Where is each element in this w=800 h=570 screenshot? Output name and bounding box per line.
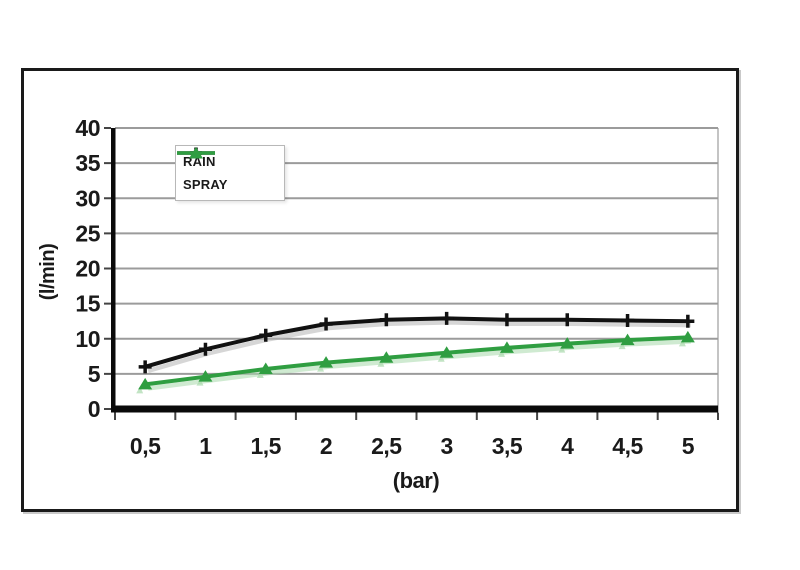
x-tick-label: 2 (320, 433, 332, 459)
x-tick-label: 5 (682, 433, 695, 459)
legend: RAIN SPRAY (175, 145, 285, 201)
y-tick-label: 30 (75, 185, 100, 211)
x-tick-label: 2,5 (371, 433, 402, 459)
x-axis-title: (bar) (392, 468, 440, 493)
y-tick-label: 15 (75, 291, 100, 317)
rain-marker (138, 360, 152, 374)
x-tick-label: 1 (199, 433, 212, 459)
x-axis-line (111, 405, 718, 413)
spray-marker-shadow (256, 370, 264, 378)
y-tick-label: 10 (75, 326, 100, 352)
spray-marker (620, 333, 635, 346)
rain-marker (621, 313, 635, 327)
x-tick-label: 3 (441, 433, 453, 459)
rain-marker (560, 313, 574, 327)
legend-label-spray: SPRAY (183, 177, 228, 192)
y-tick-label: 5 (88, 361, 101, 387)
rain-line-shadow (147, 320, 691, 374)
rain-marker (259, 328, 273, 342)
y-axis-title: (l/min) (37, 243, 59, 301)
spray-marker (138, 377, 153, 390)
spray-marker-shadow (196, 378, 204, 386)
rain-line (144, 316, 688, 369)
spray-marker (319, 356, 334, 368)
spray-marker (198, 370, 213, 382)
rain-marker (198, 342, 212, 356)
spray-marker (680, 330, 695, 343)
chart-frame: 0 5 10 15 20 25 30 35 40 0,5 1 1,5 2 2,5 3 3,5 4 4,5 5 RAI… (21, 68, 739, 512)
spray-marker-shadow (437, 354, 445, 362)
spray-marker (258, 362, 273, 374)
spray-series-marker-icon (177, 147, 215, 159)
spray-marker-shadow (618, 342, 626, 350)
chart-plot-area: 0 5 10 15 20 25 30 35 40 0,5 1 1,5 2 2,5 3 3,5 4 4,5 5 (75, 115, 719, 459)
y-tick-label: 20 (75, 256, 100, 282)
x-tick-label: 1,5 (251, 433, 282, 459)
spray-marker-shadow (678, 339, 686, 347)
rain-marker (500, 313, 514, 327)
legend-item-spray: SPRAY (177, 147, 284, 195)
spray-marker-shadow (317, 364, 325, 372)
spray-line (144, 335, 688, 387)
rain-marker (319, 317, 333, 331)
x-tick-label: 0,5 (130, 433, 161, 459)
spray-marker (560, 337, 575, 349)
spray-marker-shadow (558, 345, 566, 353)
spray-marker-shadow (136, 386, 144, 394)
rain-marker (681, 314, 695, 328)
y-tick-label: 25 (75, 220, 100, 246)
x-tick-label: 3,5 (492, 433, 523, 459)
rain-marker (379, 313, 393, 327)
x-tick-label: 4,5 (612, 433, 643, 459)
spray-marker (499, 341, 514, 353)
spray-marker (439, 346, 454, 358)
y-axis-line (111, 128, 116, 413)
spray-marker (379, 351, 394, 363)
y-tick-label: 0 (88, 396, 100, 422)
x-tick-label: 4 (561, 433, 574, 459)
spray-marker-shadow (377, 359, 385, 367)
spray-line-shadow (147, 339, 691, 391)
rain-marker (440, 311, 454, 325)
y-tick-label: 35 (75, 150, 100, 176)
spray-marker-shadow (497, 349, 505, 357)
y-tick-label: 40 (75, 115, 100, 141)
